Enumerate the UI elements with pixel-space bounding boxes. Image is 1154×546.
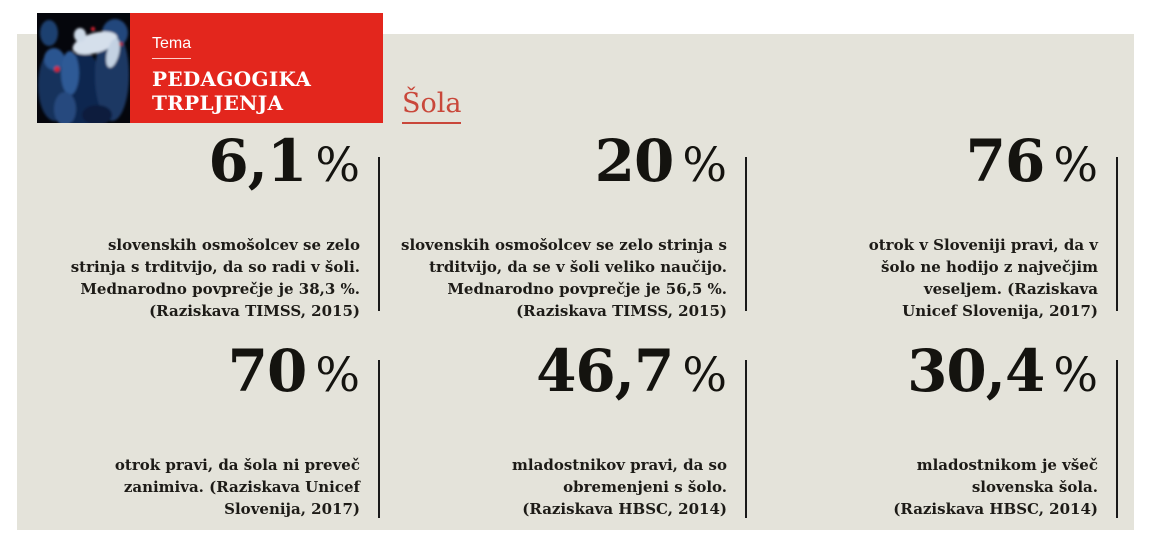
stat-description: slovenskih osmošolcev se zelo strinja s … (401, 236, 727, 320)
stat-description: mladostnikom je všeč slovenska šola. (Ra… (893, 456, 1098, 518)
percent-sign: % (315, 348, 360, 403)
stat-value: 20% (380, 132, 727, 190)
stat-number: 70 (227, 337, 308, 405)
article-title: PEDAGOGIKA TRPLJENJA (152, 67, 383, 115)
article-thumbnail (37, 13, 130, 123)
stat-value: 70% (17, 342, 360, 400)
stat-cell-6: 30,4% mladostnikom je všeč slovenska šol… (747, 342, 1118, 520)
percent-sign: % (682, 138, 727, 193)
stat-number: 30,4 (907, 337, 1045, 405)
stat-cell-3: 76% otrok v Sloveniji pravi, da v šolo n… (747, 132, 1118, 322)
stat-number: 76 (965, 127, 1046, 195)
stat-cell-5: 46,7% mladostnikov pravi, da so obremenj… (380, 342, 747, 520)
stat-divider (745, 360, 747, 518)
stat-number: 20 (594, 127, 675, 195)
topic-box: Tema PEDAGOGIKA TRPLJENJA (130, 13, 383, 123)
percent-sign: % (1053, 138, 1098, 193)
stat-number: 6,1 (208, 127, 307, 195)
stat-divider (745, 157, 747, 311)
stat-cell-1: 6,1% slovenskih osmošolcev se zelo strin… (17, 132, 380, 322)
percent-sign: % (315, 138, 360, 193)
percent-sign: % (682, 348, 727, 403)
stat-divider (378, 157, 380, 311)
stat-value: 46,7% (380, 342, 727, 400)
article-title-line-2: TRPLJENJA (152, 91, 284, 115)
stat-cell-4: 70% otrok pravi, da šola ni preveč zanim… (17, 342, 380, 520)
stat-value: 30,4% (747, 342, 1098, 400)
article-title-line-1: PEDAGOGIKA (152, 67, 312, 91)
stat-description: mladostnikov pravi, da so obremenjeni s … (512, 456, 727, 518)
stat-description: slovenskih osmošolcev se zelo strinja s … (70, 236, 360, 320)
stat-number: 46,7 (536, 337, 674, 405)
stat-divider (1116, 360, 1118, 518)
stat-value: 76% (747, 132, 1098, 190)
stats-grid: 6,1% slovenskih osmošolcev se zelo strin… (17, 132, 1118, 520)
section-label: Šola (402, 90, 462, 124)
stat-value: 6,1% (17, 132, 360, 190)
stat-divider (1116, 157, 1118, 311)
stat-description: otrok v Sloveniji pravi, da v šolo ne ho… (868, 236, 1098, 320)
topic-kicker: Tema (152, 35, 192, 59)
percent-sign: % (1053, 348, 1098, 403)
stat-divider (378, 360, 380, 518)
thumbnail-artwork-image (37, 13, 130, 123)
stat-cell-2: 20% slovenskih osmošolcev se zelo strinj… (380, 132, 747, 322)
stat-description: otrok pravi, da šola ni preveč zanimiva.… (114, 456, 360, 518)
